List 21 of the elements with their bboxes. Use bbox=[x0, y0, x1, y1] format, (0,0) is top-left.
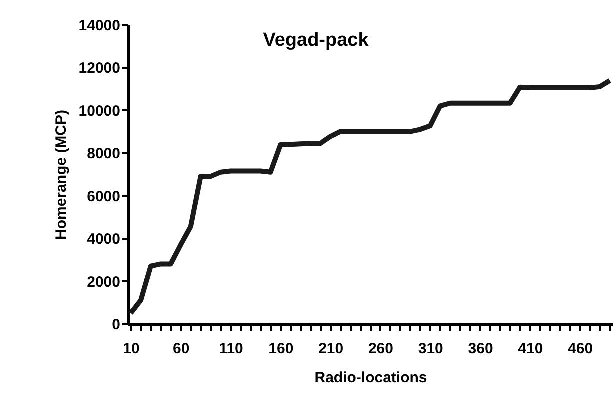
y-tick-label: 0 bbox=[112, 316, 120, 334]
y-tick-label: 10000 bbox=[78, 102, 120, 120]
y-tick-label: 14000 bbox=[78, 18, 120, 34]
x-tick-label: 160 bbox=[268, 340, 294, 358]
chart-title: Vegad-pack bbox=[263, 30, 370, 51]
x-tick-label: 360 bbox=[468, 340, 494, 358]
x-tick-label: 260 bbox=[368, 340, 394, 358]
x-tick-label: 60 bbox=[173, 340, 190, 358]
y-tick-label: 2000 bbox=[87, 274, 120, 291]
y-axis-title: Homerange (MCP) bbox=[52, 110, 70, 240]
x-tick-label: 310 bbox=[418, 340, 444, 358]
y-tick-label: 8000 bbox=[87, 146, 120, 163]
x-axis-title: Radio-locations bbox=[314, 370, 428, 386]
x-tick-label: 460 bbox=[568, 340, 594, 358]
y-tick-label: 6000 bbox=[87, 188, 120, 206]
x-tick-label: 410 bbox=[518, 340, 544, 358]
x-tick-label: 110 bbox=[219, 340, 244, 358]
x-tick-label: 10 bbox=[123, 340, 140, 358]
y-tick-label: 4000 bbox=[87, 231, 120, 248]
y-tick-label: 12000 bbox=[78, 60, 120, 78]
x-tick-label: 210 bbox=[318, 340, 344, 358]
